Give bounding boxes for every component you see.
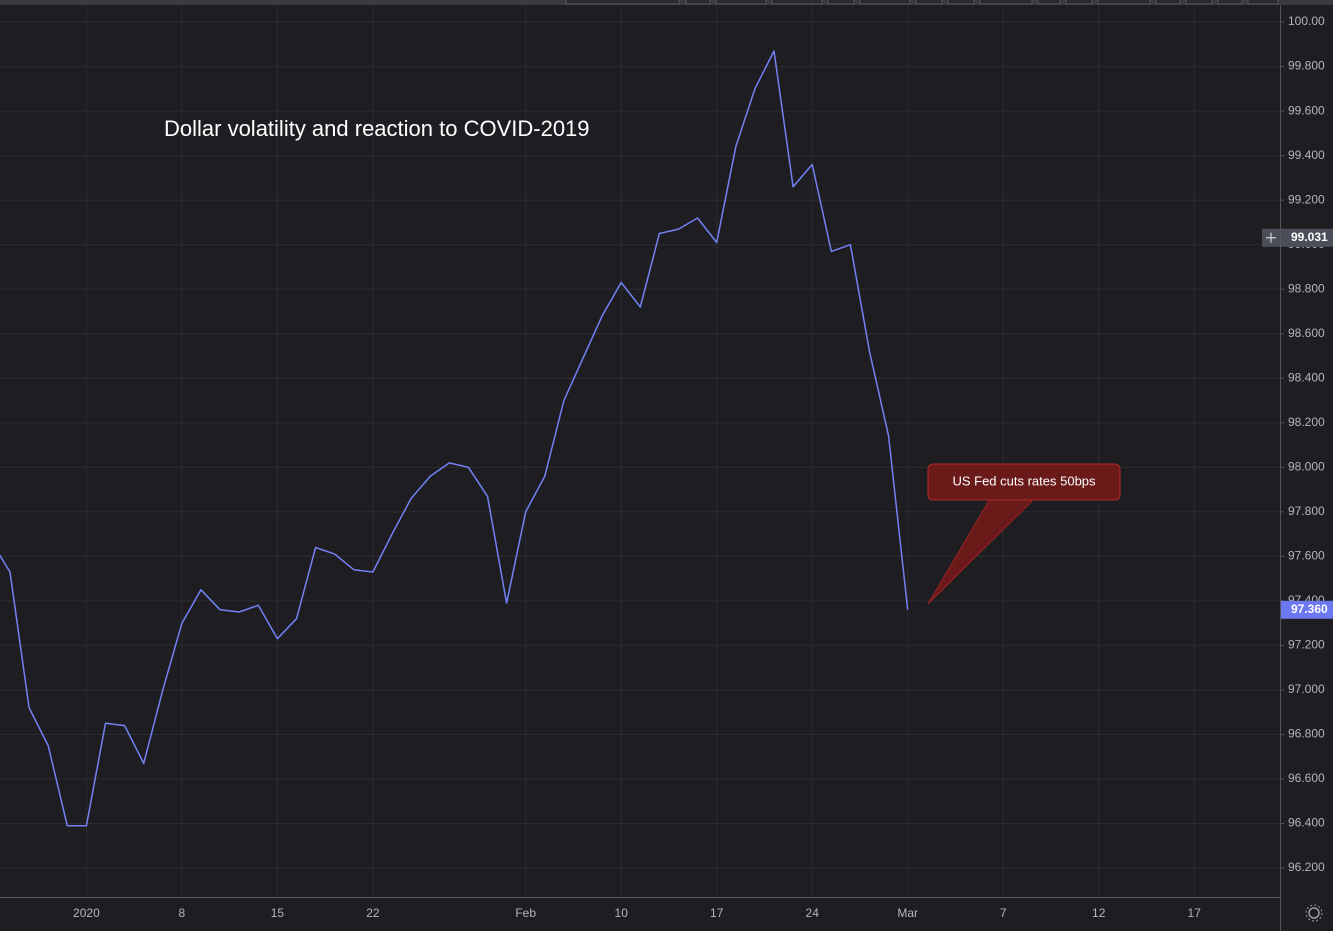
y-tick-label: 99.400	[1288, 148, 1325, 162]
y-tick-label: 96.800	[1288, 727, 1325, 741]
y-tick-label: 98.800	[1288, 281, 1325, 295]
y-tick-label: 97.600	[1288, 549, 1325, 563]
x-tick-label: 7	[1000, 906, 1007, 920]
annotation-text: US Fed cuts rates 50bps	[952, 473, 1096, 488]
x-tick-label: 22	[366, 906, 380, 920]
line-series	[0, 50, 909, 827]
x-tick-label: 24	[806, 906, 820, 920]
last-price-box	[1281, 600, 1333, 619]
y-tick-label: 98.000	[1288, 459, 1325, 473]
plot	[0, 50, 909, 827]
x-tick-label: 8	[179, 906, 186, 920]
y-tick-label: 98.400	[1288, 370, 1325, 384]
toolbar-buttons	[565, 0, 1279, 5]
y-tick-label: 97.800	[1288, 504, 1325, 518]
y-tick-label: 97.000	[1288, 682, 1325, 696]
last-price-label: 97.360	[1291, 602, 1328, 616]
crosshair-price-box	[1281, 228, 1333, 247]
chart-title: Dollar volatility and reaction to COVID-…	[164, 116, 590, 141]
x-tick-label: Mar	[897, 906, 918, 920]
x-tick-label: 2020	[73, 906, 100, 920]
grid	[0, 5, 1280, 897]
annotation-box	[927, 463, 1121, 501]
x-tick-label: 12	[1092, 906, 1106, 920]
x-tick-label: 10	[615, 906, 629, 920]
y-tick-label: 99.600	[1288, 103, 1325, 117]
x-tick-label: 15	[271, 906, 285, 920]
y-tick-label: 97.200	[1288, 638, 1325, 652]
annotation: US Fed cuts rates 50bps	[927, 463, 1121, 605]
settings-icon[interactable]	[1305, 904, 1323, 922]
y-tick-label: 96.400	[1288, 816, 1325, 830]
x-tick-label: 17	[710, 906, 724, 920]
y-tick-label: 98.200	[1288, 415, 1325, 429]
y-tick-label: 96.600	[1288, 771, 1325, 785]
x-tick-label: Feb	[515, 906, 536, 920]
y-tick-label: 99.800	[1288, 59, 1325, 73]
crosshair-plus	[1266, 232, 1276, 243]
x-tick-label: 17	[1188, 906, 1202, 920]
crosshair-price-label: 99.031	[1291, 230, 1328, 244]
y-tick-label: 100.00	[1288, 14, 1325, 28]
axes: 96.20096.40096.60096.80097.00097.20097.4…	[73, 14, 1333, 920]
y-tick-label: 98.600	[1288, 326, 1325, 340]
y-tick-label: 99.200	[1288, 192, 1325, 206]
y-tick-label: 96.200	[1288, 860, 1325, 874]
